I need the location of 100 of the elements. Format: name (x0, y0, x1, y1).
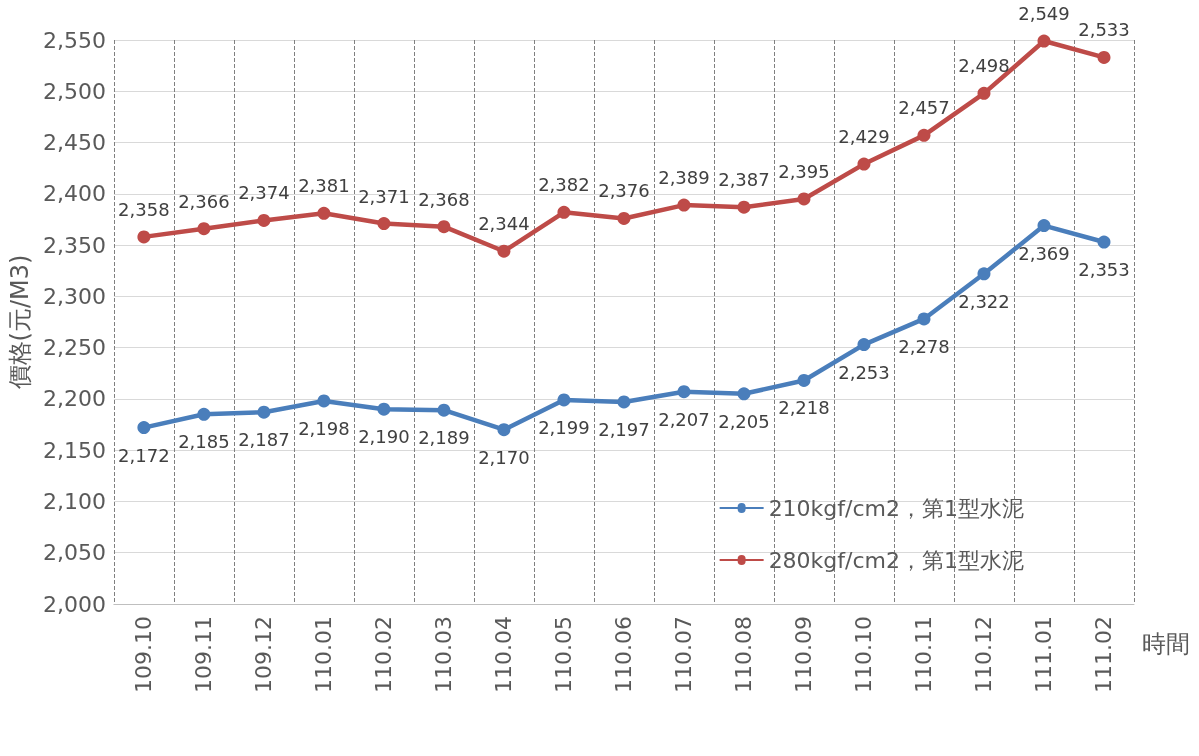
x-tick-label: 110.01 (311, 616, 337, 693)
y-tick-label: 2,300 (42, 283, 106, 309)
data-label: 2,198 (298, 417, 350, 439)
data-label: 2,207 (658, 408, 710, 430)
x-tick-label: 110.04 (491, 616, 517, 693)
data-label: 2,278 (898, 335, 950, 357)
point (377, 217, 391, 231)
data-label: 2,199 (538, 416, 590, 438)
x-tick-label: 110.08 (731, 616, 757, 693)
y-tick-label: 2,250 (42, 335, 106, 361)
y-tick-label: 2,000 (42, 591, 106, 617)
data-label: 2,185 (178, 431, 230, 453)
data-label: 2,190 (358, 426, 410, 448)
point (437, 220, 451, 234)
point (737, 200, 751, 214)
x-tick-label: 110.11 (911, 616, 937, 693)
y-tick-label: 2,350 (42, 232, 106, 258)
data-label: 2,368 (418, 188, 470, 210)
x-axis-title: 時間 (1142, 630, 1190, 658)
x-tick-label: 110.06 (611, 616, 637, 693)
point (917, 312, 931, 326)
point (257, 405, 271, 419)
data-label: 2,429 (838, 126, 890, 148)
x-tick-label: 110.02 (371, 616, 397, 693)
y-tick-label: 2,100 (42, 488, 106, 514)
point (857, 157, 871, 171)
data-label: 2,218 (778, 397, 830, 419)
x-tick-label: 111.01 (1031, 616, 1057, 693)
data-label: 2,366 (178, 190, 230, 212)
x-tick-label: 110.10 (851, 616, 877, 693)
point (797, 192, 811, 206)
data-label: 2,170 (478, 446, 530, 468)
point (557, 205, 571, 219)
x-tick-label: 111.02 (1091, 616, 1117, 693)
x-tick-label: 110.03 (431, 616, 457, 693)
point (1037, 219, 1051, 233)
point (917, 128, 931, 142)
data-label: 2,381 (298, 175, 350, 197)
x-tick-label: 110.09 (791, 616, 817, 693)
point (1097, 50, 1111, 64)
data-label: 2,389 (658, 167, 710, 189)
data-label: 2,353 (1078, 259, 1130, 281)
point (797, 373, 811, 387)
y-tick-label: 2,200 (42, 386, 106, 412)
point (437, 403, 451, 417)
point (137, 421, 151, 435)
data-label: 2,187 (238, 429, 290, 451)
y-tick-label: 2,500 (42, 78, 106, 104)
data-label: 2,189 (418, 427, 470, 449)
x-tick-label: 109.10 (131, 616, 157, 693)
point (197, 222, 211, 236)
point (857, 338, 871, 352)
y-axis-title: 價格(元/M3) (6, 254, 34, 390)
point (1037, 34, 1051, 48)
x-tick-label: 110.12 (971, 616, 997, 693)
point (497, 244, 511, 258)
point (137, 230, 151, 244)
data-label: 2,533 (1078, 19, 1130, 41)
x-tick-label: 110.05 (551, 616, 577, 693)
data-label: 2,344 (478, 213, 530, 235)
point (977, 86, 991, 100)
y-tick-label: 2,050 (42, 540, 106, 566)
point (977, 267, 991, 281)
x-tick-label: 109.12 (251, 616, 277, 693)
y-tick-label: 2,550 (42, 27, 106, 53)
data-label: 2,197 (598, 418, 650, 440)
point (737, 387, 751, 401)
data-label: 2,387 (718, 169, 770, 191)
point (257, 213, 271, 227)
data-label: 2,172 (118, 444, 170, 466)
point (677, 198, 691, 212)
data-label: 2,549 (1018, 3, 1070, 25)
data-label: 2,322 (958, 290, 1010, 312)
point (677, 385, 691, 399)
data-label: 2,369 (1018, 242, 1070, 264)
x-tick-label: 110.07 (671, 616, 697, 693)
data-label: 2,205 (718, 410, 770, 432)
point (377, 402, 391, 416)
point (317, 206, 331, 220)
data-label: 2,457 (898, 97, 950, 119)
legend-label: 280kgf/cm2，第1型水泥 (768, 547, 1024, 573)
point (317, 394, 331, 408)
point (557, 393, 571, 407)
data-label: 2,358 (118, 198, 170, 220)
data-label: 2,376 (598, 180, 650, 202)
legend-label: 210kgf/cm2，第1型水泥 (768, 495, 1024, 521)
y-tick-label: 2,450 (42, 130, 106, 156)
point (497, 423, 511, 437)
data-label: 2,498 (958, 55, 1010, 77)
point (617, 395, 631, 409)
y-tick-label: 2,400 (42, 181, 106, 207)
data-label: 2,382 (538, 174, 590, 196)
data-label: 2,395 (778, 160, 830, 182)
data-label: 2,253 (838, 361, 890, 383)
point (197, 407, 211, 421)
x-tick-label: 109.11 (191, 616, 217, 693)
point (1097, 235, 1111, 249)
y-tick-label: 2,150 (42, 437, 106, 463)
data-label: 2,371 (358, 185, 410, 207)
data-label: 2,374 (238, 182, 290, 204)
